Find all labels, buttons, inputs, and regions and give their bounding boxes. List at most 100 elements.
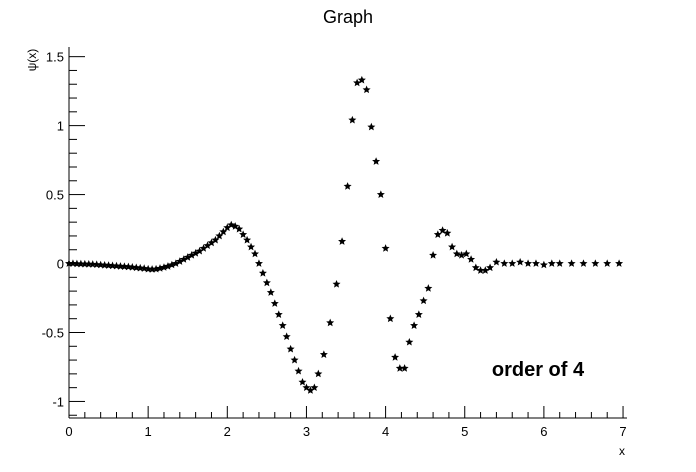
data-point (274, 310, 283, 318)
data-point (410, 321, 419, 329)
data-point (457, 251, 466, 259)
data-point (376, 190, 385, 198)
data-point (319, 350, 328, 358)
x-tick-label: 3 (303, 424, 310, 439)
data-point (298, 377, 307, 386)
data-point (235, 224, 244, 233)
data-point (386, 314, 395, 323)
data-point (88, 260, 97, 268)
y-tick-label: -1 (52, 394, 64, 409)
data-point (247, 242, 256, 251)
data-point (171, 259, 180, 267)
chart-title: Graph (323, 7, 373, 27)
data-point (367, 122, 376, 131)
data-point (429, 251, 438, 259)
data-point (395, 364, 404, 372)
data-point (124, 262, 133, 271)
x-tick-label: 1 (145, 424, 152, 439)
x-axis-ticks: 0 1 2 3 4 5 6 7 (65, 406, 627, 439)
y-axis-label: ψ(x) (25, 49, 39, 72)
data-point (187, 251, 196, 259)
data-point (306, 386, 315, 394)
data-point (362, 85, 371, 94)
data-point (258, 268, 267, 277)
data-point (391, 353, 400, 361)
data-point (278, 321, 287, 329)
data-point (215, 231, 224, 240)
data-point (516, 257, 525, 266)
data-point (266, 288, 275, 296)
data-point (179, 255, 188, 263)
data-point (338, 237, 347, 245)
data-point (381, 244, 390, 252)
data-point (567, 259, 576, 267)
data-point (419, 296, 428, 305)
data-point (243, 235, 252, 244)
data-point (424, 284, 433, 292)
data-point (132, 263, 141, 272)
data-point (251, 249, 259, 258)
y-tick-label: 0 (57, 257, 64, 272)
data-point (400, 364, 409, 372)
data-point (136, 263, 145, 272)
y-tick-label: -0.5 (42, 325, 64, 340)
data-point (603, 259, 612, 267)
x-tick-label: 0 (65, 424, 72, 439)
data-point (239, 230, 248, 238)
data-point (211, 235, 220, 244)
data-point (270, 299, 279, 307)
data-point (531, 259, 540, 267)
data-point (96, 260, 105, 269)
data-point (314, 369, 323, 378)
data-point (290, 355, 299, 364)
data-point (175, 257, 184, 265)
x-tick-label: 6 (540, 424, 547, 439)
data-point (332, 280, 341, 288)
data-point (199, 244, 208, 252)
data-points (65, 75, 624, 394)
annotation-text: order of 4 (492, 359, 585, 381)
x-tick-label: 4 (382, 424, 389, 439)
data-point (448, 242, 457, 251)
data-point (286, 344, 295, 353)
data-point (144, 264, 153, 273)
x-tick-label: 7 (619, 424, 626, 439)
data-point (353, 78, 362, 87)
x-axis-label: x (619, 444, 625, 458)
y-tick-label: 0.5 (46, 188, 64, 203)
data-point (183, 253, 192, 261)
x-tick-label: 5 (461, 424, 468, 439)
data-point (191, 248, 200, 257)
plot-frame (68, 47, 627, 419)
data-point (476, 266, 485, 274)
data-point (294, 366, 303, 375)
data-point (326, 318, 335, 327)
data-point (223, 223, 232, 232)
data-point (452, 249, 461, 258)
data-point (486, 263, 495, 272)
data-point (405, 337, 414, 346)
data-point (579, 259, 588, 267)
data-point (555, 259, 564, 267)
data-point (112, 261, 121, 270)
data-point (219, 227, 228, 236)
data-point (467, 255, 476, 263)
data-point (310, 383, 319, 392)
data-point (207, 238, 216, 247)
data-point (462, 249, 471, 258)
data-point (481, 266, 490, 274)
y-tick-label: 1.5 (46, 50, 64, 65)
data-point (254, 259, 263, 267)
data-point (539, 260, 548, 269)
data-point (524, 259, 533, 267)
data-point (343, 182, 352, 190)
y-tick-label: 1 (57, 119, 64, 134)
data-point (100, 260, 109, 269)
data-point (492, 257, 501, 266)
data-point (615, 259, 624, 267)
data-point (414, 310, 423, 318)
data-point (547, 259, 556, 267)
data-point (357, 75, 366, 84)
